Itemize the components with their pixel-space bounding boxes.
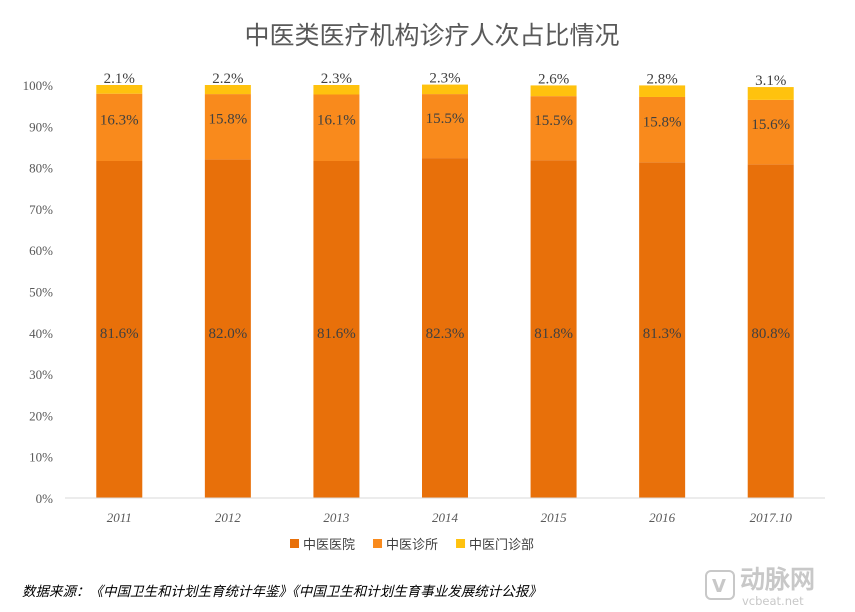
y-tick-label: 80% — [29, 161, 53, 176]
data-label: 80.8% — [751, 326, 790, 342]
bar-segment — [204, 85, 251, 95]
bar-segment — [96, 85, 143, 94]
legend-label: 中医门诊部 — [469, 538, 534, 553]
y-tick-label: 20% — [29, 408, 53, 423]
data-label: 15.8% — [208, 112, 247, 128]
x-tick-label: 2013 — [323, 510, 350, 525]
data-label: 2.6% — [538, 71, 569, 87]
data-label: 2.2% — [212, 71, 243, 87]
x-axis: 2011 2012 2013 2014 2015 2016 2017.10 — [107, 510, 793, 525]
y-tick-label: 60% — [29, 243, 53, 258]
x-tick-label: 2016 — [649, 510, 676, 525]
bar-segment — [639, 162, 686, 498]
legend-item: 中医诊所 — [373, 538, 438, 553]
watermark-icon — [705, 570, 735, 600]
data-label: 2.1% — [104, 71, 135, 87]
data-label: 3.1% — [755, 73, 786, 89]
x-tick-label: 2017.10 — [750, 510, 793, 525]
bar-segment — [639, 96, 686, 163]
bar-segment — [747, 164, 794, 498]
bar-segment — [530, 96, 577, 161]
y-tick-label: 10% — [29, 450, 53, 465]
legend-label: 中医医院 — [303, 538, 355, 553]
bar-segment — [530, 85, 577, 97]
legend-item: 中医医院 — [290, 538, 355, 553]
data-label: 15.6% — [751, 117, 790, 133]
data-label: 15.8% — [643, 115, 682, 131]
legend: 中医医院 中医诊所 中医门诊部 — [290, 538, 534, 553]
legend-swatch — [373, 539, 383, 548]
y-tick-label: 100% — [23, 78, 54, 93]
bar-segment — [313, 94, 360, 161]
legend-item: 中医门诊部 — [456, 538, 534, 553]
y-tick-label: 90% — [29, 119, 53, 134]
x-tick-label: 2011 — [107, 510, 132, 525]
watermark-url: vcbeat.net — [742, 594, 804, 608]
data-label: 82.0% — [208, 326, 247, 342]
watermark-logo: V 动脉网 vcbeat.net — [705, 565, 815, 608]
data-label: 81.6% — [100, 326, 139, 342]
data-label: 82.3% — [426, 326, 465, 342]
data-label: 2.3% — [429, 71, 460, 87]
data-label: 81.8% — [534, 326, 573, 342]
data-label: 81.3% — [643, 326, 682, 342]
bar-segment — [204, 94, 251, 160]
data-label: 16.3% — [100, 112, 139, 128]
watermark-icon-glyph: V — [712, 576, 726, 597]
watermark-text: 动脉网 — [740, 565, 815, 594]
legend-swatch — [290, 539, 299, 548]
y-tick-label: 50% — [29, 285, 53, 300]
bar-segment — [530, 160, 577, 498]
bars — [96, 84, 794, 498]
bar-segment — [313, 160, 360, 498]
y-tick-label: 70% — [29, 202, 53, 217]
x-tick-label: 2014 — [432, 510, 459, 525]
y-tick-label: 30% — [29, 367, 53, 382]
bar-segment — [639, 85, 686, 97]
legend-label: 中医诊所 — [386, 538, 438, 553]
data-label: 15.5% — [426, 111, 465, 127]
chart-title: 中医类医疗机构诊疗人次占比情况 — [244, 21, 619, 50]
legend-swatch — [456, 539, 466, 548]
source-note: 数据来源：《中国卫生和计划生育统计年鉴》《中国卫生和计划生育事业发展统计公报》 — [22, 584, 542, 600]
data-labels: 81.6% 16.3% 2.1% 82.0% 15.8% 2.2% 81.6% 16.1% 2.… — [100, 71, 790, 342]
bar-segment — [422, 84, 468, 95]
y-axis: 0% 10% 20% 30% 40% 50% 60% 70% 80% 90% 100% — [23, 78, 54, 506]
data-label: 81.6% — [317, 326, 356, 342]
data-label: 2.3% — [321, 71, 352, 87]
bar-segment — [313, 85, 360, 95]
x-tick-label: 2012 — [215, 510, 242, 525]
bar-segment — [204, 159, 251, 498]
bar-segment — [422, 158, 468, 498]
y-tick-label: 0% — [36, 491, 54, 506]
y-tick-label: 40% — [29, 326, 53, 341]
data-label: 15.5% — [534, 113, 573, 129]
bar-segment — [747, 87, 794, 100]
data-label: 2.8% — [647, 71, 678, 87]
x-tick-label: 2015 — [541, 510, 568, 525]
bar-segment — [422, 94, 468, 159]
data-label: 16.1% — [317, 113, 356, 129]
bar-segment — [96, 160, 143, 498]
bar-segment — [96, 93, 143, 161]
bar-segment — [747, 99, 794, 165]
